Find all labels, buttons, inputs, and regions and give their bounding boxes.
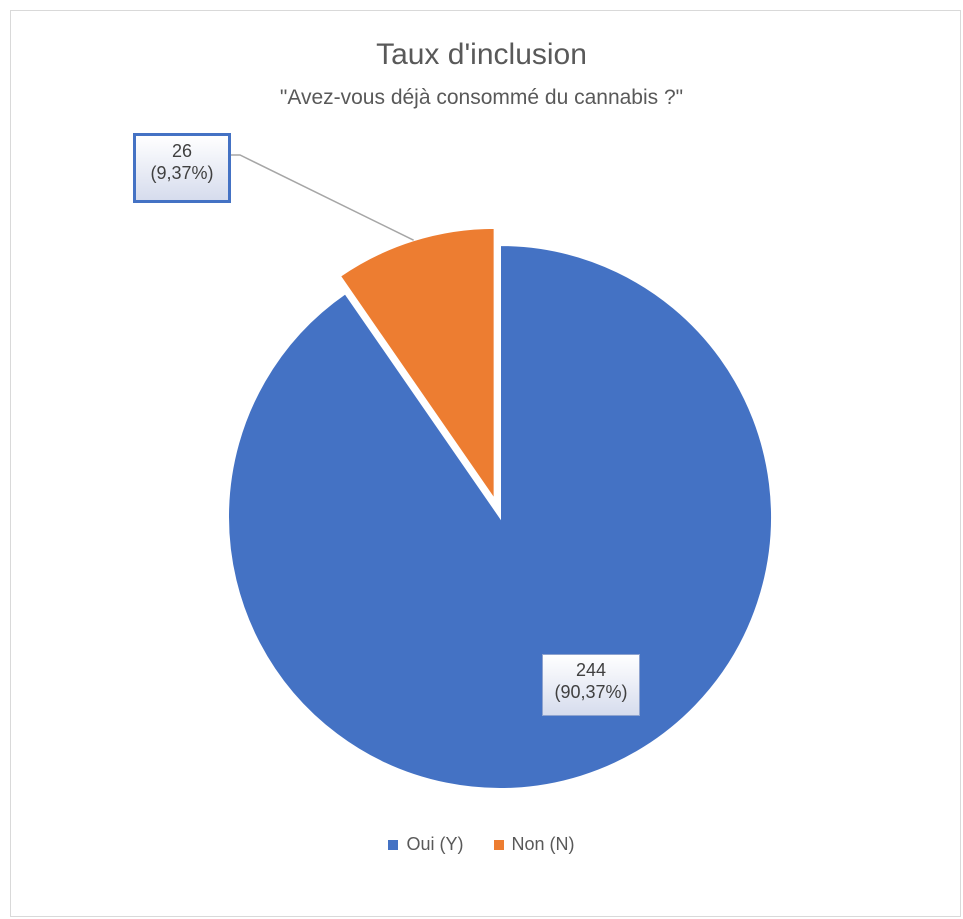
legend-label-oui: Oui (Y): [406, 834, 464, 854]
data-label-non-percent: (9,37%): [150, 163, 214, 183]
legend-item-oui: Oui (Y): [388, 834, 464, 855]
chart-title: Taux d'inclusion: [376, 38, 587, 71]
data-label-non[interactable]: 26 (9,37%): [133, 133, 231, 203]
data-label-oui-percent: (90,37%): [554, 682, 628, 702]
data-label-oui-value: 244: [575, 660, 607, 680]
legend-swatch-non: [493, 839, 504, 850]
data-label-oui: 244 (90,37%): [542, 654, 640, 716]
legend-swatch-oui: [388, 839, 399, 850]
legend: Oui (Y) Non (N): [0, 834, 963, 855]
pie-slice-oui: [227, 243, 773, 790]
data-label-non-value: 26: [171, 141, 193, 161]
chart-subtitle: "Avez-vous déjà consommé du cannabis ?": [279, 86, 684, 109]
leader-line-non: [231, 154, 414, 241]
legend-label-non: Non (N): [511, 834, 575, 854]
legend-item-non: Non (N): [493, 834, 575, 855]
